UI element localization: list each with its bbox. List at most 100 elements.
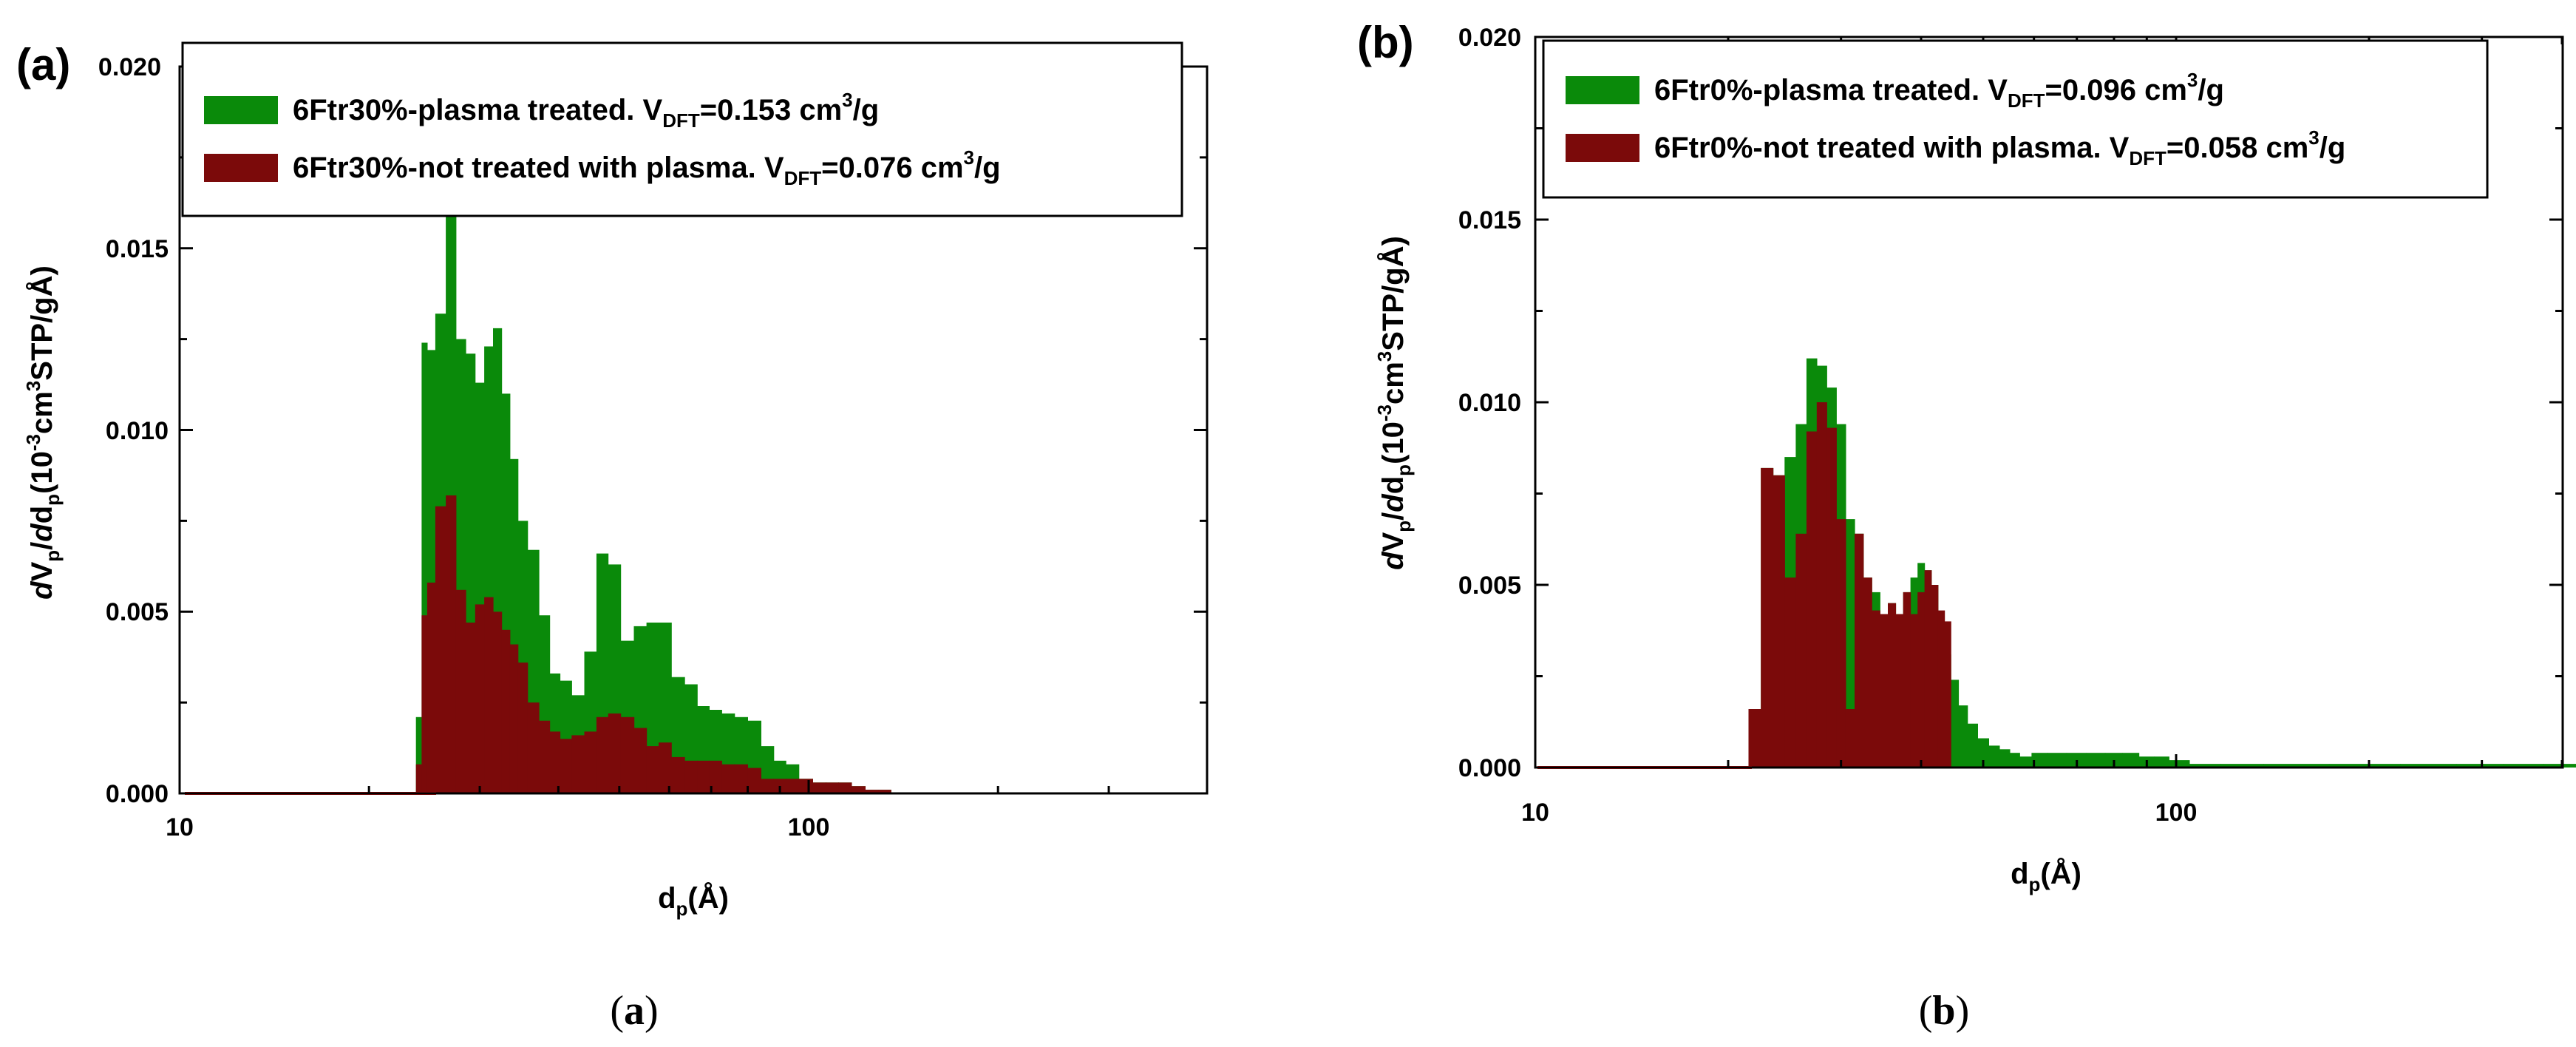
panel-a-legend-swatch-treated (204, 96, 278, 124)
treated-bar (2189, 764, 2221, 768)
caption-a: (a) (610, 988, 658, 1034)
treated-bar (2019, 756, 2032, 768)
panel-b-ytick-3: 0.015 (1458, 206, 1521, 234)
untreated-bar (446, 495, 457, 793)
panel-b-legend-label-treated: 6Ftr0%-plasma treated. VDFT=0.096 cm3/g (1654, 69, 2224, 112)
panel-b-legend-label-untreated: 6Ftr0%-not treated with plasma. VDFT=0.0… (1654, 126, 2345, 169)
untreated-bar (1924, 570, 1932, 768)
untreated-bar (475, 604, 485, 793)
untreated-bar (1784, 577, 1796, 768)
untreated-bar (1917, 592, 1926, 768)
untreated-bar (709, 760, 722, 793)
untreated-bar (1748, 709, 1761, 768)
treated-bar (2400, 764, 2457, 768)
untreated-bar (812, 782, 826, 793)
untreated-bar (455, 589, 466, 793)
panel-a-ytick-3: 0.015 (106, 235, 169, 263)
panel-b-ylabel: dVp/ddp(10-3cm3STP/gÅ) (1373, 236, 1415, 570)
untreated-bar (608, 713, 622, 793)
untreated-bar (549, 731, 561, 793)
panel-b-ytick-1: 0.005 (1458, 572, 1521, 600)
panel-a-xtick-10: 10 (166, 813, 194, 841)
treated-bar (2503, 764, 2544, 768)
untreated-bar (1836, 519, 1846, 768)
treated-bar (2122, 753, 2140, 768)
panel-a-legend-box (181, 41, 1183, 217)
panel-b-xtick-10: 10 (1521, 799, 1549, 827)
treated-bar (415, 716, 422, 793)
panel-b-legend-swatch-untreated (1566, 134, 1639, 162)
treated-bar (1845, 519, 1855, 768)
untreated-bar (421, 615, 428, 793)
untreated-bar (1826, 427, 1837, 768)
treated-bar (2456, 764, 2504, 768)
untreated-bar (1944, 621, 1951, 768)
treated-bar (2328, 764, 2401, 768)
untreated-bar (761, 779, 775, 793)
panel-b-chart: 0.000 0.005 0.010 0.015 0.020 10 100 dp(… (1357, 18, 2576, 895)
treated-bar (509, 458, 519, 793)
panel-a-label: (a) (16, 40, 70, 89)
treated-bar (1967, 723, 1978, 768)
treated-bar (2169, 760, 2190, 768)
treated-bar (421, 342, 428, 793)
untreated-bar (1880, 614, 1889, 768)
panel-b-xtick-100: 100 (2155, 799, 2198, 827)
treated-bar (2047, 753, 2067, 768)
panel-b-xlabel: dp(Å) (2011, 857, 2081, 895)
panel-a-legend: 6Ftr30%-plasma treated. VDFT=0.153 cm3/g… (181, 41, 1183, 217)
panel-a-ylabel: dVp/ddp(10-3cm3STP/gÅ) (22, 265, 64, 600)
untreated-bar (697, 760, 710, 793)
untreated-bar (1895, 614, 1904, 768)
untreated-bar (509, 644, 519, 793)
untreated-bar (1903, 592, 1911, 768)
panel-b-ytick-0: 0.000 (1458, 754, 1521, 782)
untreated-bar (426, 582, 436, 793)
treated-bar (2154, 756, 2169, 768)
treated-bar (2031, 753, 2048, 768)
treated-bar (501, 393, 511, 793)
untreated-bar (466, 623, 476, 793)
treated-bar (426, 350, 436, 793)
untreated-bar (865, 790, 879, 793)
untreated-bar (1806, 431, 1818, 768)
treated-bar (2086, 753, 2106, 768)
untreated-bar (1845, 709, 1855, 768)
treated-bar (2263, 764, 2330, 768)
panel-b-untreated-series (1748, 402, 1951, 768)
untreated-bar (415, 764, 422, 793)
untreated-bar (1872, 610, 1880, 768)
treated-bar (1999, 749, 2011, 768)
untreated-bar (435, 506, 446, 793)
untreated-bar (747, 768, 761, 793)
panel-a-ytick-4: 0.020 (98, 53, 161, 81)
untreated-bar (560, 739, 572, 793)
treated-bar (1988, 745, 2000, 768)
panel-a-ytick-2: 0.010 (106, 417, 169, 445)
untreated-bar (493, 611, 503, 794)
panel-a-legend-label-untreated: 6Ftr30%-not treated with plasma. VDFT=0.… (293, 146, 1001, 189)
untreated-bar (1931, 585, 1939, 768)
untreated-bar (633, 728, 648, 793)
treated-bar (2220, 764, 2264, 768)
untreated-bar (659, 742, 672, 793)
untreated-bar (798, 779, 813, 793)
untreated-bar (1937, 610, 1945, 768)
caption-b: (b) (1919, 988, 1969, 1034)
untreated-bar (539, 720, 551, 793)
untreated-bar (826, 782, 839, 793)
panel-b-ytick-4: 0.020 (1458, 24, 1521, 52)
treated-bar (2543, 764, 2576, 768)
untreated-bar (501, 629, 511, 793)
untreated-bar (1795, 533, 1807, 768)
untreated-bar (851, 786, 866, 793)
treated-bar (2009, 753, 2020, 768)
panel-a-xlabel: dp(Å) (658, 881, 729, 920)
panel-a-untreated-series (415, 495, 891, 794)
untreated-bar (1855, 533, 1864, 768)
untreated-bar (596, 716, 609, 793)
untreated-bar (684, 760, 698, 793)
untreated-bar (1863, 577, 1872, 768)
untreated-bar (786, 779, 800, 793)
untreated-bar (620, 716, 635, 793)
